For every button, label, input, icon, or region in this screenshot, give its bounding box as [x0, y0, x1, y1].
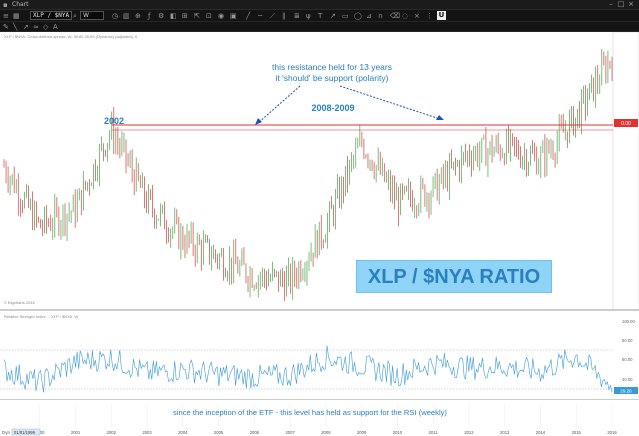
- zoom-in-icon[interactable]: ⊞: [182, 12, 188, 20]
- chart-watermark: © Bigcharts 2016: [4, 300, 36, 305]
- measure-icon[interactable]: ⊿: [366, 12, 372, 20]
- year-label: 2005: [214, 430, 224, 435]
- cursor-icon[interactable]: ⇱: [194, 12, 200, 20]
- grid-icon[interactable]: ⋮: [426, 12, 433, 20]
- year-label: 2008: [321, 430, 331, 435]
- rsi-note: since the inception of the ETF - this le…: [173, 408, 447, 417]
- compare-icon[interactable]: ⊕: [135, 12, 141, 20]
- rsi-line: [3, 345, 613, 393]
- lock-icon[interactable]: ⊡: [206, 12, 212, 20]
- title-bar: ▪ Chart – □ ×: [0, 0, 639, 10]
- bar-style-icon[interactable]: ▥: [123, 12, 130, 20]
- year-label: 2011: [429, 430, 439, 435]
- label-icon[interactable]: A: [53, 23, 58, 31]
- time-axis-strip: [0, 400, 639, 404]
- start-date-box[interactable]: [11, 428, 41, 436]
- settings-icon[interactable]: ⚙: [158, 12, 165, 20]
- price-scale-panel: [612, 32, 639, 311]
- minimize-icon[interactable]: –: [609, 0, 613, 8]
- rsi-scale-80: 80.00: [622, 338, 633, 343]
- camera-icon[interactable]: ◉: [218, 12, 225, 20]
- year-label: 2014: [536, 430, 546, 435]
- resistance-note-line2: it 'should' be support (polarity): [276, 73, 389, 83]
- draw-line-icon[interactable]: ╱: [246, 12, 251, 20]
- year-label: 2007: [285, 430, 295, 435]
- price-legend: XLP / $NYA, Cross-defined spread, W, 35.…: [4, 34, 138, 39]
- resistance-price-tag: [614, 119, 638, 127]
- arrow-right: [339, 85, 441, 120]
- rsi-legend: Relative Strength Index ... XLP / $NYA, …: [4, 314, 78, 319]
- ratio-title-box: XLP / $NYA RATIO: [356, 260, 552, 293]
- rsi-series: [3, 345, 613, 393]
- resistance-note-line1: this resistance held for 13 years: [272, 62, 392, 72]
- year-label: 2015: [572, 430, 582, 435]
- channel-icon[interactable]: ∥: [282, 12, 286, 20]
- chart-app-icon: ▪: [3, 1, 8, 9]
- ellipse-tool-icon[interactable]: ◯: [354, 12, 362, 20]
- label-2002: 2002: [104, 116, 124, 126]
- year-label: 2001: [71, 430, 81, 435]
- interval-select[interactable]: W: [80, 11, 104, 20]
- time-axis-scope[interactable]: Dyn: [2, 430, 10, 435]
- drawing-toolbar: ✎ ╲ ➚ ≈ ◇ A: [0, 22, 639, 32]
- price-candles: [3, 49, 613, 301]
- year-label: 2013: [500, 430, 510, 435]
- layers-icon[interactable]: ◧: [170, 12, 177, 20]
- eraser-icon[interactable]: ⌫: [390, 12, 400, 20]
- rsi-scale-60: 60.00: [622, 357, 633, 362]
- close-icon[interactable]: ×: [628, 0, 634, 8]
- chart-canvas[interactable]: 2000200120022003200420052006200720082009…: [0, 32, 639, 436]
- upload-icon[interactable]: U: [437, 11, 446, 20]
- year-label: 2009: [357, 430, 367, 435]
- indicator-icon[interactable]: ƒ: [148, 12, 151, 20]
- maximize-icon[interactable]: □: [617, 0, 625, 8]
- label-2008-2009: 2008-2009: [311, 103, 354, 113]
- chart-svg[interactable]: 2000200120022003200420052006200720082009…: [0, 32, 639, 436]
- remove-drawings-icon[interactable]: ⨯: [414, 12, 420, 20]
- symbol-input[interactable]: XLP / $NYA: [30, 11, 72, 20]
- year-label: 2016: [607, 430, 617, 435]
- arrow-tool-icon[interactable]: ↗: [330, 12, 336, 20]
- fib-icon[interactable]: ≣: [294, 12, 300, 20]
- arrow-left-head: [255, 118, 262, 125]
- rsi-scale-100: 100.00: [622, 319, 635, 324]
- line-icon[interactable]: ╲: [13, 23, 18, 31]
- year-label: 2003: [142, 430, 152, 435]
- menu-icon[interactable]: ≡: [3, 12, 9, 20]
- text-tool-icon[interactable]: T: [318, 12, 323, 20]
- magnet-icon[interactable]: ∩: [378, 12, 384, 20]
- shapes-icon[interactable]: ◇: [43, 23, 49, 31]
- arrow-icon[interactable]: ➚: [23, 23, 29, 31]
- trend-icon[interactable]: ⟋: [270, 12, 275, 20]
- year-label: 2002: [107, 430, 117, 435]
- rectangle-tool-icon[interactable]: ▭: [342, 12, 349, 20]
- start-date-label[interactable]: 01/01/1999: [14, 430, 36, 435]
- time-axis: 2000200120022003200420052006200720082009…: [35, 400, 617, 435]
- arrow-left: [257, 85, 301, 124]
- window-title: Chart: [12, 1, 29, 8]
- hide-drawings-icon[interactable]: ◌: [402, 12, 409, 20]
- main-toolbar: ≡ ▦ XLP / $NYA ⌕ W ◷ ▥ ⊕ ƒ ⚙ ◧ ⊞ ⇱ ⊡ ◉ ▣…: [0, 10, 639, 22]
- year-label: 2010: [393, 430, 403, 435]
- layout-icon[interactable]: ▦: [13, 12, 20, 20]
- symbol-search-icon[interactable]: ⌕: [73, 12, 77, 20]
- year-label: 2004: [178, 430, 188, 435]
- arrow-right-head: [436, 115, 444, 120]
- pitchfork-icon[interactable]: ψ: [306, 12, 311, 20]
- horizontal-line-icon[interactable]: ─: [258, 12, 263, 20]
- rsi-last-label: 29.26: [620, 389, 632, 394]
- brush-icon[interactable]: ≈: [33, 23, 39, 31]
- rsi-last-tag: [614, 387, 638, 394]
- year-label: 2006: [250, 430, 260, 435]
- clock-icon[interactable]: ◷: [112, 12, 119, 20]
- pencil-icon[interactable]: ✎: [3, 23, 9, 31]
- save-icon[interactable]: ▣: [230, 12, 237, 20]
- resistance-price-label: 0.00: [621, 121, 631, 127]
- rsi-scale-40: 40.00: [622, 377, 633, 382]
- year-label: 2012: [464, 430, 474, 435]
